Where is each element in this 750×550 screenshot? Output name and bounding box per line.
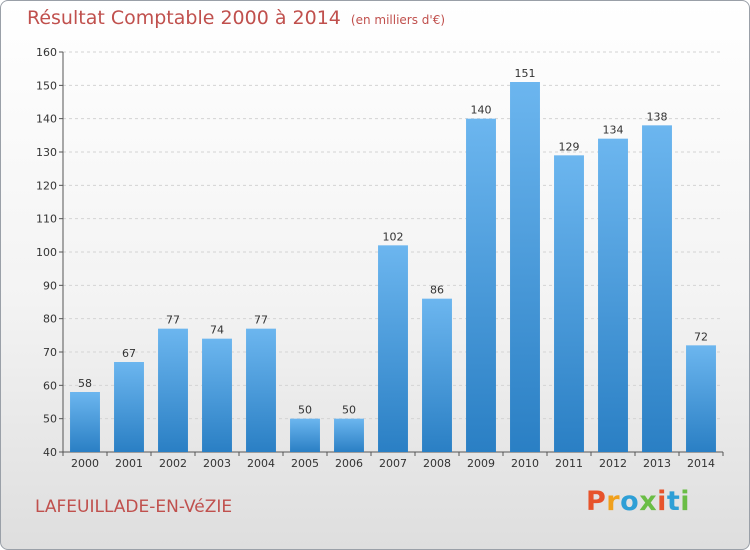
bar <box>642 125 672 452</box>
x-tick-label: 2003 <box>203 457 231 470</box>
data-label: 58 <box>78 377 92 390</box>
x-tick-label: 2006 <box>335 457 363 470</box>
data-label: 151 <box>515 67 536 80</box>
commune-name: LAFEUILLADE-EN-VéZIE <box>35 497 233 517</box>
x-tick-label: 2014 <box>687 457 715 470</box>
x-tick-label: 2002 <box>159 457 187 470</box>
bar <box>202 338 232 452</box>
bar <box>290 418 320 452</box>
y-tick-label: 150 <box>36 79 57 92</box>
data-label: 102 <box>383 230 404 243</box>
bar <box>70 392 100 452</box>
y-tick-label: 80 <box>43 313 57 326</box>
data-label: 77 <box>254 314 268 327</box>
chart-title: Résultat Comptable 2000 à 2014 (en millie… <box>27 7 445 29</box>
bar <box>466 118 496 453</box>
logo-letter: t <box>666 486 681 517</box>
x-tick-label: 2004 <box>247 457 275 470</box>
x-tick-label: 2005 <box>291 457 319 470</box>
x-tick-label: 2009 <box>467 457 495 470</box>
bar <box>114 362 144 452</box>
x-tick-label: 2001 <box>115 457 143 470</box>
bar <box>422 298 452 452</box>
chart-unit: (en milliers d'€) <box>350 13 446 27</box>
chart-title-text: Résultat Comptable 2000 à 2014 <box>27 7 341 29</box>
data-label: 74 <box>210 324 224 337</box>
logo-letter: i <box>680 486 691 517</box>
data-label: 67 <box>122 347 136 360</box>
y-tick-label: 140 <box>36 113 57 126</box>
y-tick-label: 70 <box>43 346 57 359</box>
bar <box>686 345 716 452</box>
data-label: 72 <box>694 330 708 343</box>
proxiti-logo: Proxiti <box>586 486 690 517</box>
data-label: 86 <box>430 284 444 297</box>
bar <box>334 418 364 452</box>
logo-letter: o <box>620 486 640 517</box>
data-label: 140 <box>471 104 492 117</box>
bar <box>598 138 628 452</box>
bar <box>246 328 276 452</box>
y-tick-label: 120 <box>36 179 57 192</box>
logo-letter: i <box>657 486 667 517</box>
y-tick-label: 90 <box>43 279 57 292</box>
data-label: 138 <box>647 110 668 123</box>
x-tick-label: 2010 <box>511 457 539 470</box>
bar <box>510 82 540 452</box>
logo-letter: P <box>586 486 607 517</box>
x-tick-label: 2013 <box>643 457 671 470</box>
y-tick-label: 60 <box>43 379 57 392</box>
data-label: 129 <box>559 140 580 153</box>
bar <box>378 245 408 452</box>
data-label: 77 <box>166 314 180 327</box>
y-tick-label: 50 <box>43 413 57 426</box>
y-tick-label: 130 <box>36 146 57 159</box>
y-tick-label: 160 <box>36 46 57 59</box>
y-tick-label: 40 <box>43 446 57 459</box>
bar <box>158 328 188 452</box>
x-tick-label: 2000 <box>71 457 99 470</box>
logo-letter: r <box>606 486 621 517</box>
x-tick-label: 2007 <box>379 457 407 470</box>
data-label: 50 <box>342 404 356 417</box>
x-tick-label: 2011 <box>555 457 583 470</box>
y-tick-label: 110 <box>36 213 57 226</box>
bar <box>554 155 584 453</box>
y-tick-label: 100 <box>36 246 57 259</box>
x-tick-label: 2012 <box>599 457 627 470</box>
data-label: 50 <box>298 404 312 417</box>
data-label: 134 <box>603 124 624 137</box>
logo-letter: x <box>639 486 658 517</box>
x-tick-label: 2008 <box>423 457 451 470</box>
